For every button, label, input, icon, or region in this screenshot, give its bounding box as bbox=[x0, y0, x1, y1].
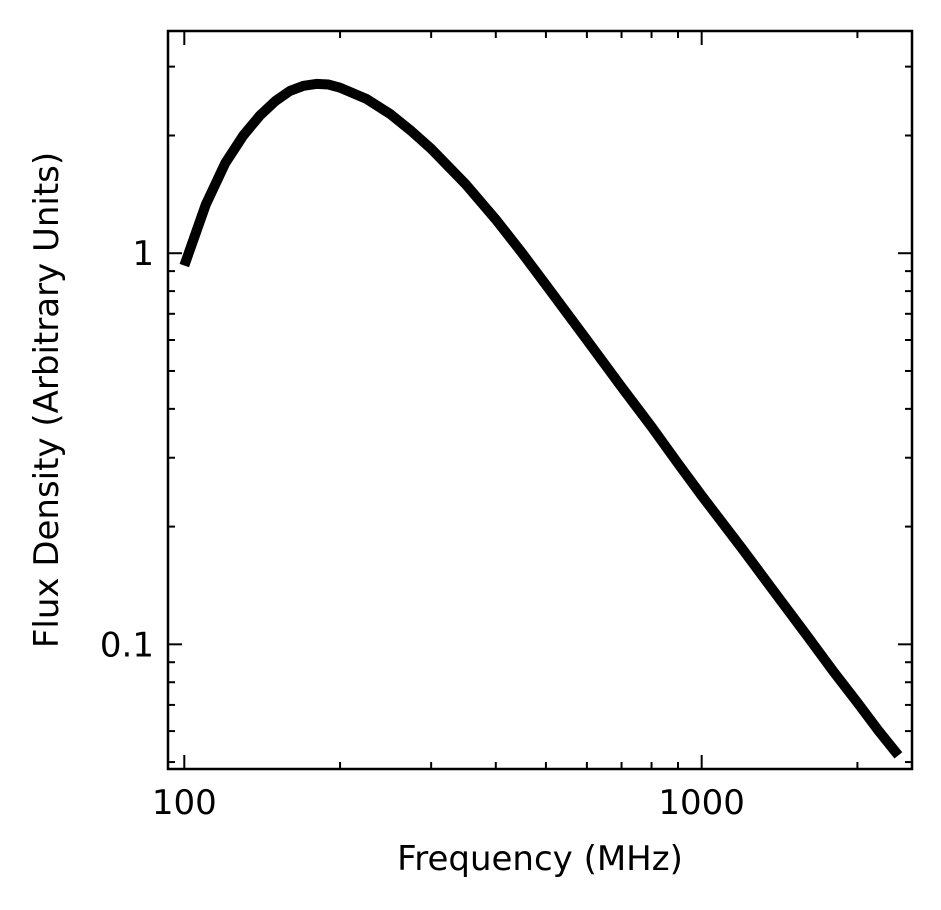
y-tick-label: 1 bbox=[132, 234, 154, 274]
plot-frame bbox=[166, 29, 914, 771]
x-axis-title: Frequency (MHz) bbox=[397, 839, 683, 879]
tick-labels: 100 1000 0.1 1 bbox=[100, 234, 745, 823]
y-axis-title: Flux Density (Arbitrary Units) bbox=[27, 152, 67, 648]
tick-marks bbox=[168, 31, 912, 769]
series-line bbox=[179, 78, 903, 759]
x-tick-label: 1000 bbox=[658, 783, 745, 823]
x-tick-label: 100 bbox=[152, 783, 217, 823]
y-tick-label: 0.1 bbox=[100, 625, 154, 665]
